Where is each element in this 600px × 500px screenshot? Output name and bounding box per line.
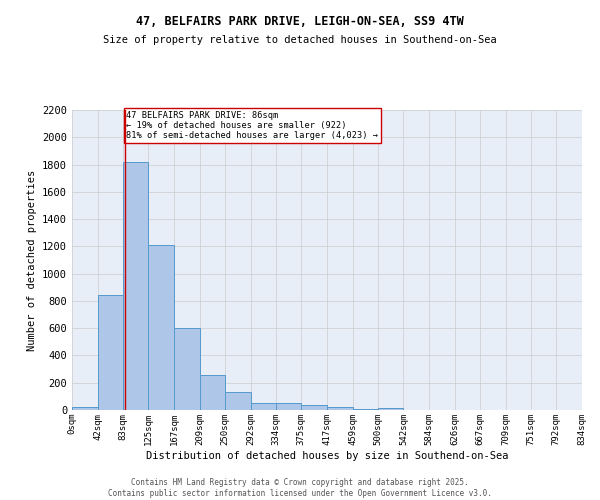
Bar	[378, 408, 403, 410]
Bar	[72, 408, 98, 410]
Y-axis label: Number of detached properties: Number of detached properties	[26, 170, 37, 350]
Bar	[225, 392, 251, 410]
Text: 47 BELFAIRS PARK DRIVE: 86sqm
← 19% of detached houses are smaller (922)
81% of : 47 BELFAIRS PARK DRIVE: 86sqm ← 19% of d…	[127, 110, 379, 140]
Text: Contains HM Land Registry data © Crown copyright and database right 2025.
Contai: Contains HM Land Registry data © Crown c…	[108, 478, 492, 498]
Bar	[301, 405, 327, 410]
Bar	[251, 403, 276, 410]
Bar	[123, 162, 148, 410]
Text: 47, BELFAIRS PARK DRIVE, LEIGH-ON-SEA, SS9 4TW: 47, BELFAIRS PARK DRIVE, LEIGH-ON-SEA, S…	[136, 15, 464, 28]
Text: Size of property relative to detached houses in Southend-on-Sea: Size of property relative to detached ho…	[103, 35, 497, 45]
Bar	[327, 408, 353, 410]
Bar	[200, 375, 225, 410]
Bar	[148, 245, 174, 410]
Bar	[98, 296, 123, 410]
Bar	[174, 328, 200, 410]
Bar	[276, 403, 301, 410]
X-axis label: Distribution of detached houses by size in Southend-on-Sea: Distribution of detached houses by size …	[146, 450, 508, 460]
